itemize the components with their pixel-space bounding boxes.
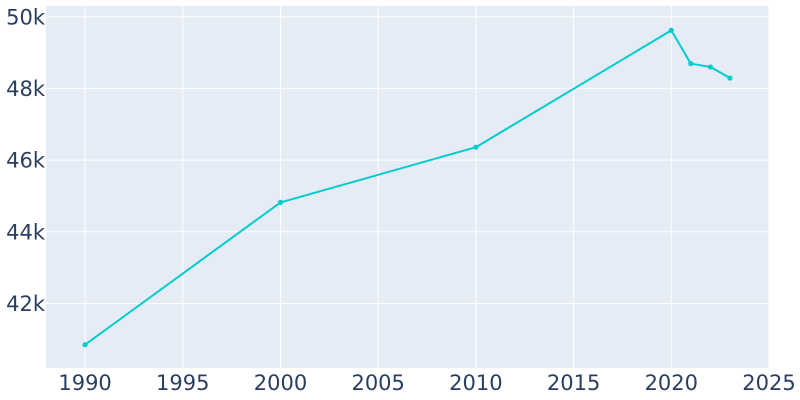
y-gridlines xyxy=(46,16,769,304)
y-axis-ticks: 42k 44k 46k 48k 50k xyxy=(6,5,46,316)
data-point[interactable] xyxy=(688,61,694,67)
series-layer xyxy=(82,27,733,348)
data-point[interactable] xyxy=(277,199,284,206)
y-tick-label: 50k xyxy=(6,5,46,29)
x-tick-label: 2000 xyxy=(254,371,307,395)
data-point[interactable] xyxy=(473,144,479,150)
plot-area xyxy=(46,6,769,368)
x-tick-label: 2020 xyxy=(645,371,698,395)
y-tick-label: 46k xyxy=(6,149,46,173)
data-point[interactable] xyxy=(727,75,733,81)
data-point[interactable] xyxy=(707,64,713,70)
x-tick-label: 2005 xyxy=(351,371,404,395)
x-tick-label: 1995 xyxy=(156,371,209,395)
x-tick-label: 2025 xyxy=(742,371,795,395)
y-tick-label: 48k xyxy=(6,77,46,101)
x-tick-label: 2010 xyxy=(449,371,502,395)
data-point[interactable] xyxy=(668,27,674,33)
x-tick-label: 1990 xyxy=(58,371,111,395)
data-point[interactable] xyxy=(82,342,88,348)
y-tick-label: 44k xyxy=(6,220,46,244)
y-tick-label: 42k xyxy=(6,292,46,316)
x-gridlines xyxy=(84,6,770,368)
x-tick-label: 2015 xyxy=(547,371,600,395)
x-axis-ticks: 1990 1995 2000 2005 2010 2015 2020 2025 xyxy=(58,371,795,395)
